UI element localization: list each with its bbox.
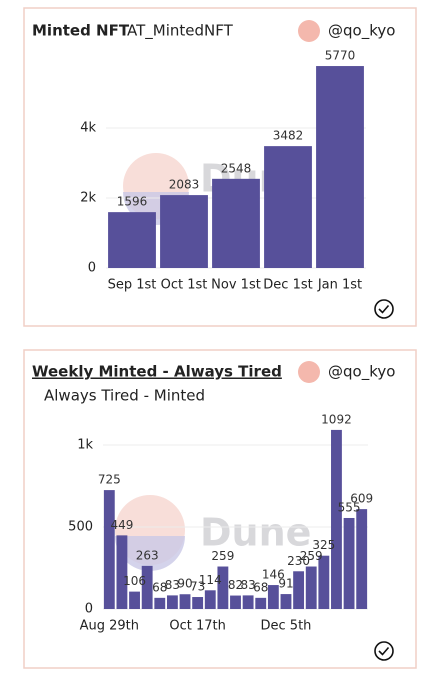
y-tick-label: 1k [77,438,93,453]
user-name[interactable]: @qo_kyo [328,363,395,382]
data-label: 609 [350,492,373,506]
bar [154,597,166,609]
data-label: 83 [240,578,255,592]
data-label: 449 [110,518,133,532]
chart-title[interactable]: Weekly Minted - Always Tired [32,363,282,381]
x-tick-label: Oct 17th [169,619,226,634]
data-label: 259 [211,549,234,563]
bar [280,594,292,609]
data-label: 555 [338,500,361,514]
bar [242,595,254,609]
bar [316,66,364,268]
data-label: 114 [199,573,222,587]
data-label: 259 [300,549,323,563]
x-tick-label: Jan 1st [317,278,362,293]
watermark: Dune [200,511,311,555]
data-label: 725 [98,473,121,487]
x-tick-label: Dec 1st [263,278,312,293]
data-label: 68 [152,580,167,594]
y-tick-label: 0 [85,602,93,617]
x-tick-label: Oct 1st [161,278,208,293]
bar [160,195,208,268]
bar [141,565,153,609]
bar [264,146,312,268]
avatar [298,20,320,42]
avatar [298,361,320,383]
bar [192,597,204,609]
bar [356,509,368,609]
y-tick-label: 2k [80,191,96,206]
bar [166,595,178,609]
bar [267,585,279,609]
data-label: 263 [136,548,159,562]
data-label: 68 [253,580,268,594]
chart-title: Minted NFT [32,22,130,40]
data-label: 106 [123,574,146,588]
bar [318,555,330,609]
bar [103,490,115,609]
data-label: 5770 [325,49,356,63]
bar [343,517,355,609]
x-tick-label: Nov 1st [211,278,261,293]
x-tick-label: Aug 29th [80,619,139,634]
bar [204,590,216,609]
bar [179,594,191,609]
bar [217,566,229,609]
x-tick-label: Dec 5th [261,619,312,634]
user-name[interactable]: @qo_kyo [328,22,395,41]
data-label: 325 [312,538,335,552]
bar [331,429,342,609]
data-label: 73 [190,580,205,594]
y-tick-label: 4k [80,121,96,136]
bar [116,535,128,609]
bar [230,595,241,609]
data-label: 3482 [273,129,304,143]
data-label: 230 [287,554,310,568]
check-icon[interactable] [374,299,394,319]
bar [129,591,140,609]
bar [255,597,267,609]
data-label: 90 [177,577,192,591]
x-tick-label: Sep 1st [108,278,157,293]
y-tick-label: 500 [68,520,93,535]
bar [305,566,317,609]
data-label: 2548 [221,161,252,175]
chart-subtitle: AT_MintedNFT [127,22,234,41]
bar [108,212,156,268]
bar [293,571,305,609]
data-label: 91 [278,577,293,591]
data-label: 146 [262,568,285,582]
panel [23,349,417,669]
bar [212,178,260,268]
data-label: 1092 [321,412,352,426]
data-label: 2083 [169,178,200,192]
chart-subtitle: Always Tired - Minted [44,387,205,405]
data-label: 1596 [117,195,148,209]
data-label: 83 [165,578,180,592]
data-label: 82 [228,578,243,592]
y-tick-label: 0 [88,261,96,276]
check-icon[interactable] [374,641,394,661]
